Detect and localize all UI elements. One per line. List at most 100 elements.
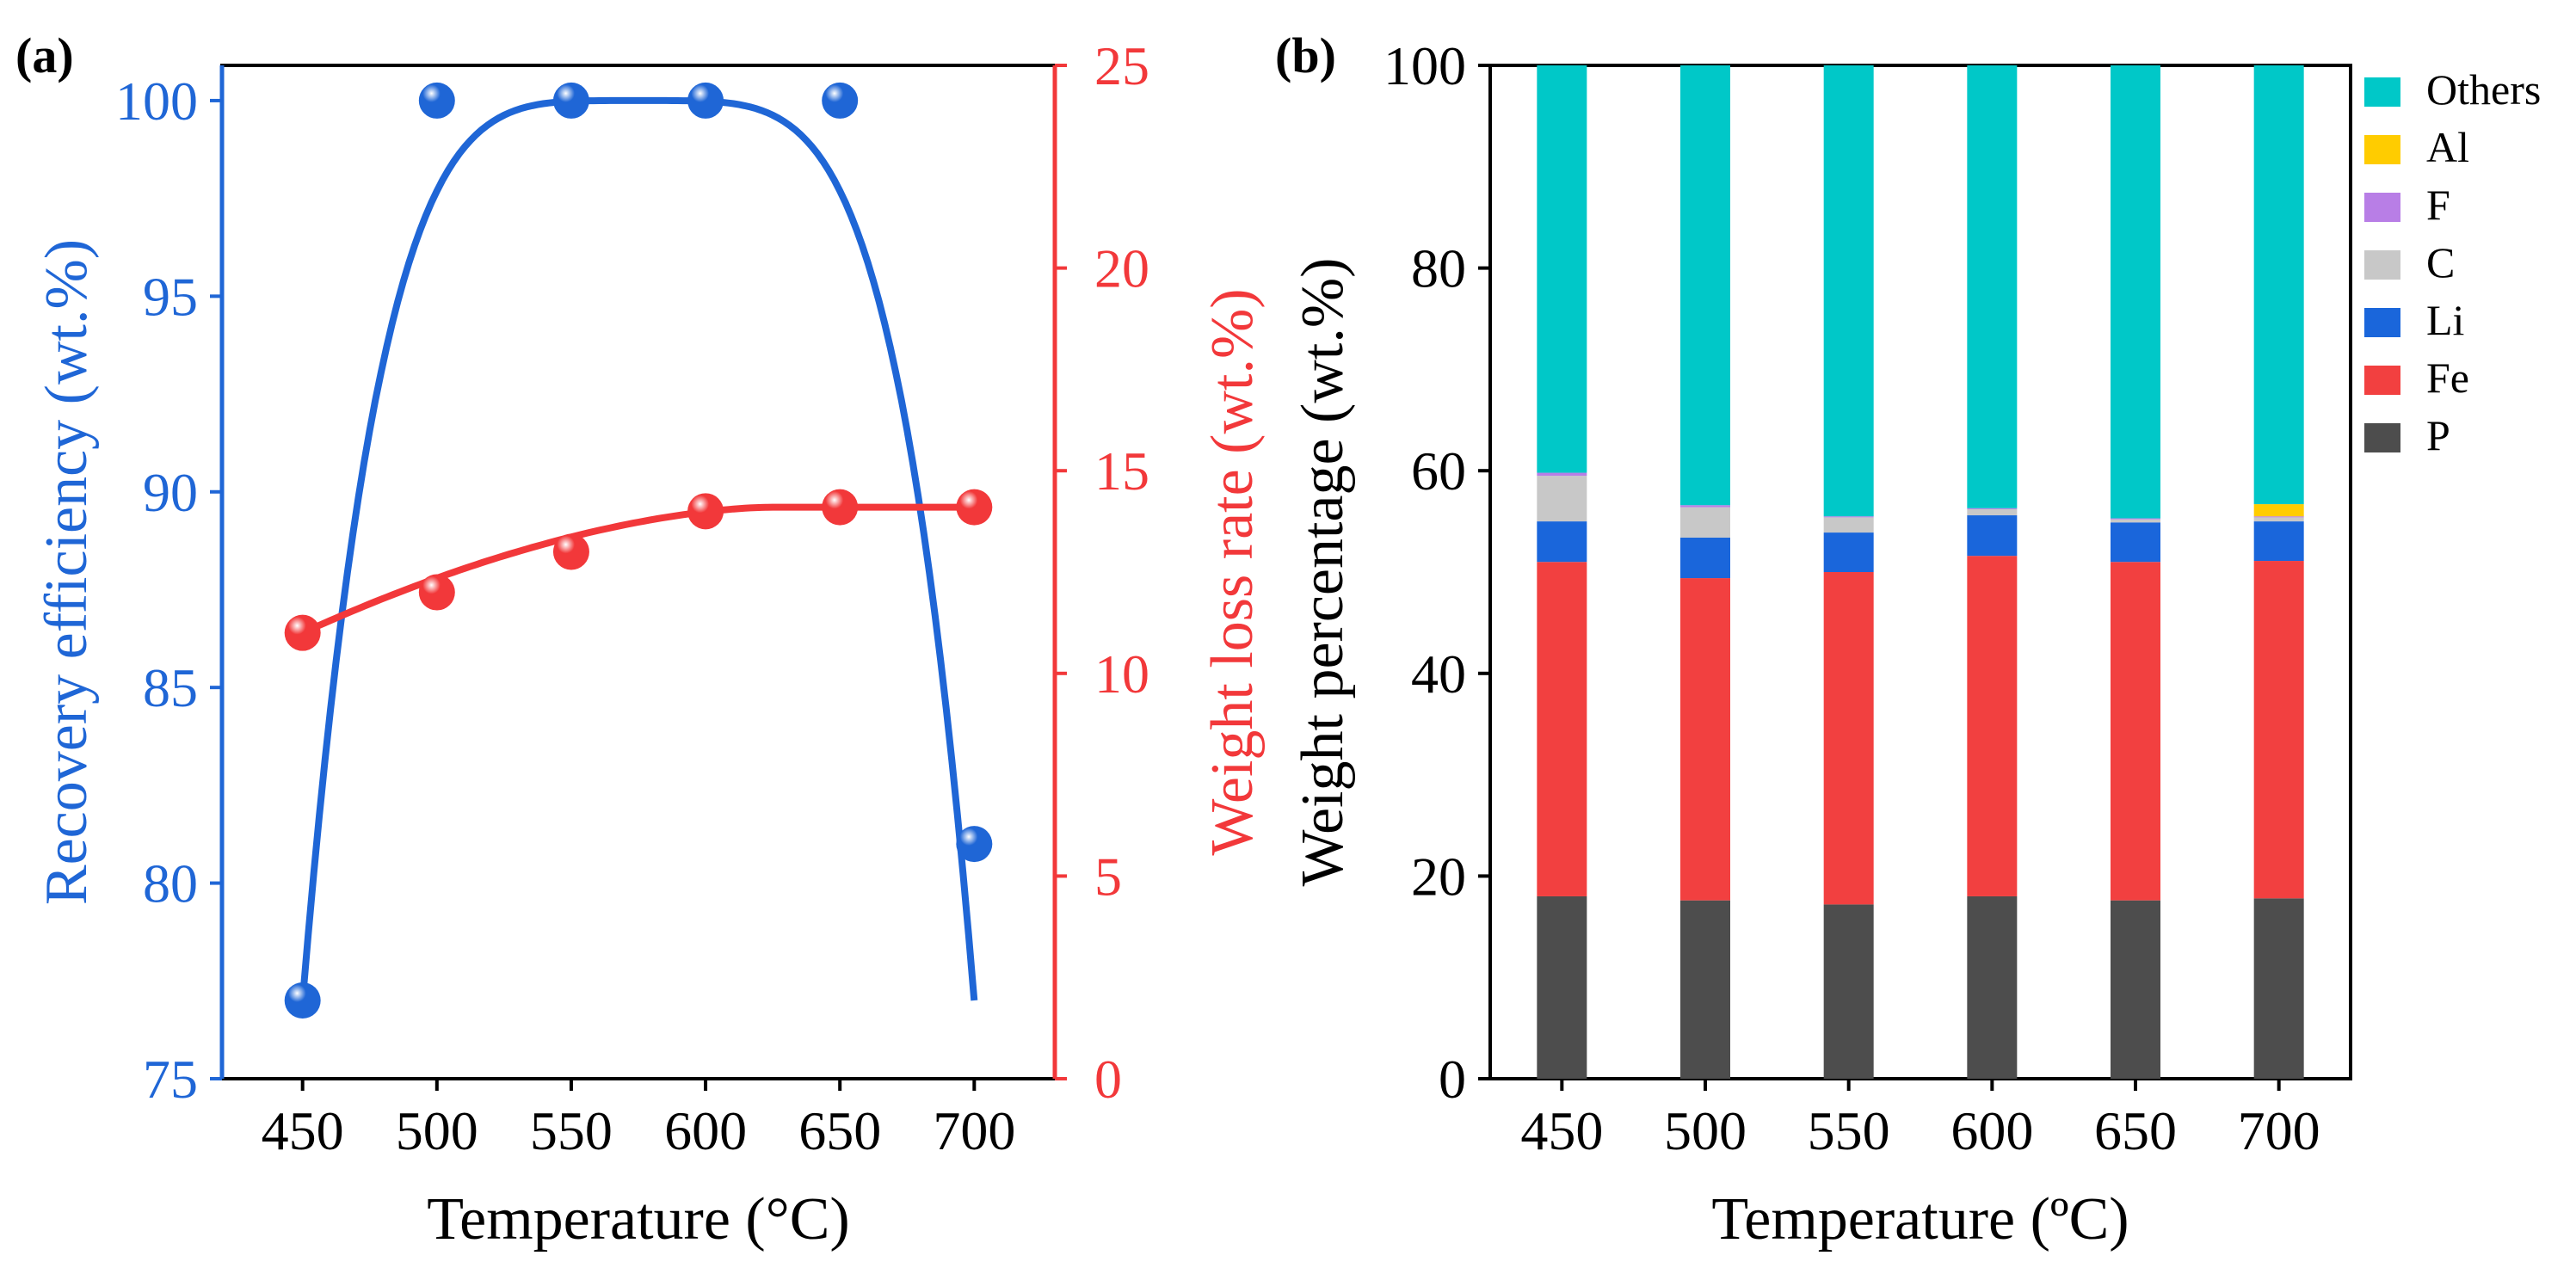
bar-segment-f-600 (1967, 508, 2018, 509)
panel-a-right-ticks: 0 5 10 15 20 25 (1055, 35, 1149, 1110)
bar-segment-fe-450 (1537, 562, 1587, 896)
panel-b-y-ticks: 0 20 40 60 80 100 (1384, 35, 1490, 1110)
legend-label-al: Al (2426, 123, 2469, 171)
bar-segment-c-500 (1680, 507, 1730, 538)
legend-label-f: F (2426, 181, 2450, 229)
bar-segment-fe-700 (2253, 561, 2304, 899)
bar-segment-others-700 (2253, 65, 2304, 505)
bar-segment-f-700 (2253, 516, 2304, 518)
legend-label-fe: Fe (2426, 354, 2469, 402)
bar-segment-li-550 (1823, 532, 1874, 572)
panel-b-x-axis-title: Temperature (ºC) (1711, 1186, 2129, 1252)
weight-loss-rate-point (956, 489, 993, 526)
bar-segment-others-600 (1967, 65, 2018, 508)
bar-segment-p-650 (2111, 900, 2160, 1079)
panel-a-left-tick-label: 100 (115, 71, 198, 132)
panel-b-y-tick-label: 60 (1411, 440, 1466, 502)
panel-b-bars (1537, 65, 2304, 1079)
panel-b-label: (b) (1275, 28, 1336, 83)
panel-a-left-tick-label: 95 (143, 266, 198, 327)
recovery-efficiency-point (552, 82, 589, 119)
weight-loss-rate-point (552, 533, 589, 570)
recovery-efficiency-point (418, 82, 455, 119)
legend-swatch-c (2364, 250, 2400, 280)
panel-b-x-tick-label: 450 (1520, 1100, 1603, 1161)
panel-b-legend: Others Al FC Li Fe P (2364, 65, 2541, 459)
recovery-efficiency-point (687, 82, 724, 119)
legend-swatch-li (2364, 308, 2400, 337)
bar-segment-fe-550 (1823, 572, 1874, 905)
bar-segment-p-600 (1967, 895, 2018, 1079)
weight-loss-rate-point (687, 493, 724, 530)
panel-a-x-tick-label: 700 (933, 1100, 1015, 1161)
legend-label-li: Li (2426, 296, 2464, 344)
panel-b-y-tick-label: 100 (1384, 35, 1466, 96)
panel-b-x-tick-label: 550 (1808, 1100, 1890, 1161)
recovery-efficiency-curve (299, 96, 978, 1001)
panel-a-x-tick-label: 450 (262, 1100, 344, 1161)
bar-segment-c-600 (1967, 508, 2018, 516)
panel-a-x-tick-label: 650 (798, 1100, 881, 1161)
weight-loss-rate-point (418, 574, 455, 611)
recovery-efficiency-point (822, 82, 859, 119)
panel-b-x-tick-label: 600 (1950, 1100, 2033, 1161)
panel-b-y-tick-label: 0 (1439, 1049, 1466, 1110)
weight-loss-rate-curve (301, 503, 975, 637)
panel-b-x-tick-label: 650 (2094, 1100, 2177, 1161)
bar-segment-f-550 (1823, 516, 1874, 518)
bar-segment-fe-500 (1680, 578, 1730, 901)
bar-segment-c-550 (1823, 517, 1874, 533)
panel-a-data-points (284, 82, 993, 1019)
legend-swatch-p (2364, 423, 2400, 452)
bar-segment-p-450 (1537, 895, 1587, 1079)
panel-a-right-tick-label: 5 (1094, 846, 1122, 907)
legend-swatch-al (2364, 135, 2400, 164)
panel-a: 450 500 550 600 650 700 75 80 85 90 95 100 0 5 10 15 2… (15, 28, 1266, 1252)
bar-segment-li-450 (1537, 521, 1587, 563)
panel-a-left-axis-title: Recovery efficiency (wt.%) (34, 239, 100, 905)
bar-segment-li-600 (1967, 515, 2018, 557)
panel-a-right-tick-label: 25 (1094, 35, 1149, 96)
bar-segment-f-650 (2111, 518, 2160, 520)
bar-segment-li-700 (2253, 521, 2304, 562)
panel-a-x-ticks: 450 500 550 600 650 700 (262, 1079, 1015, 1161)
panel-b-y-tick-label: 20 (1411, 846, 1466, 907)
bar-segment-fe-600 (1967, 556, 2018, 896)
legend-label-p: P (2426, 411, 2450, 459)
legend-swatch-others (2364, 77, 2400, 107)
panel-a-x-axis-title: Temperature (°C) (427, 1186, 849, 1252)
bar-segment-al-700 (2253, 504, 2304, 517)
panel-a-x-tick-label: 550 (530, 1100, 613, 1161)
panel-a-left-tick-label: 75 (143, 1049, 198, 1110)
panel-b: 450 500 550 600 650 700 0 20 40 60 80 100 Others Al… (1275, 28, 2541, 1252)
bar-segment-c-650 (2111, 519, 2160, 523)
panel-b-y-axis-title: Weight percentage (wt.%) (1290, 258, 1356, 887)
bar-segment-f-500 (1680, 505, 1730, 508)
panel-a-right-tick-label: 15 (1094, 440, 1149, 502)
bar-segment-li-650 (2111, 522, 2160, 563)
bar-segment-li-500 (1680, 537, 1730, 579)
panel-a-label: (a) (15, 28, 74, 83)
panel-a-left-ticks: 75 80 85 90 95 100 (115, 71, 222, 1110)
legend-label-others: Others (2426, 65, 2541, 114)
recovery-efficiency-point (284, 982, 321, 1019)
bar-segment-f-450 (1537, 472, 1587, 477)
weight-loss-rate-point (284, 614, 321, 651)
panel-a-left-tick-label: 80 (143, 853, 198, 914)
legend-swatch-fe (2364, 366, 2400, 395)
bar-segment-others-550 (1823, 65, 1874, 517)
bar-segment-p-700 (2253, 898, 2304, 1079)
panel-a-right-tick-label: 10 (1094, 643, 1149, 705)
panel-a-right-axis-title: Weight loss rate (wt.%) (1199, 288, 1266, 855)
weight-loss-rate-point (822, 489, 859, 526)
bar-segment-c-450 (1537, 476, 1587, 522)
panel-b-plot-frame (1488, 64, 2352, 1080)
bar-segment-fe-650 (2111, 562, 2160, 901)
bar-segment-c-700 (2253, 517, 2304, 522)
legend-swatch-f (2364, 193, 2400, 222)
panel-a-right-tick-label: 0 (1094, 1049, 1122, 1110)
panel-a-left-tick-label: 85 (143, 657, 198, 718)
recovery-efficiency-point (956, 826, 993, 863)
bar-segment-others-450 (1537, 65, 1587, 473)
